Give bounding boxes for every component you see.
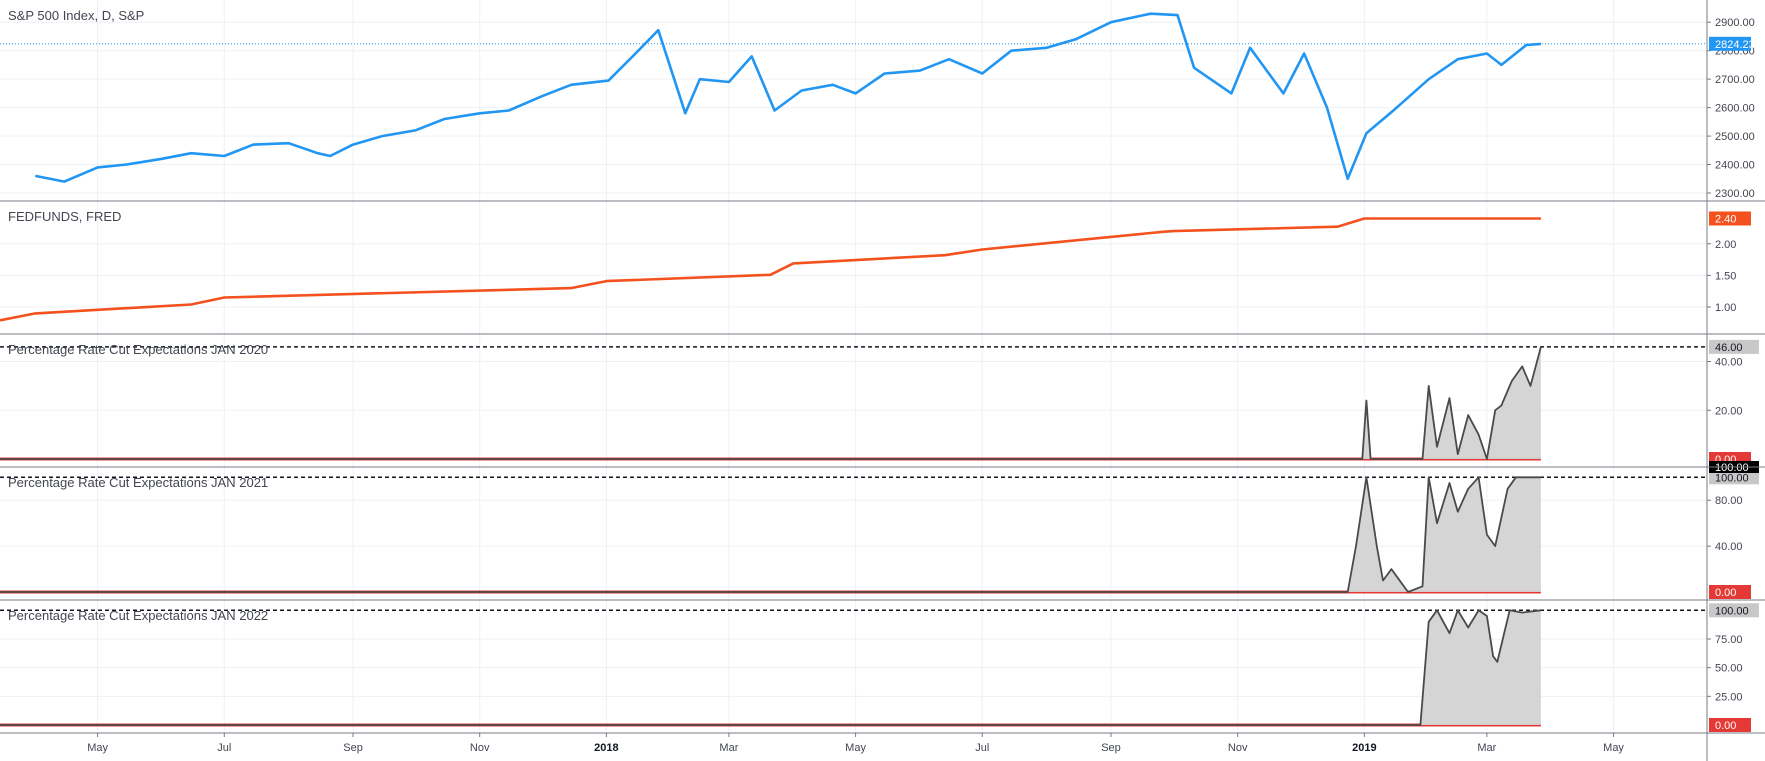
time-tick-label: May (87, 742, 108, 754)
last-value-label: 2.40 (1715, 213, 1736, 225)
top-value-label: 100.00 (1715, 462, 1749, 474)
time-tick-label: Nov (470, 742, 490, 754)
zero-value-label: 0.00 (1715, 720, 1736, 732)
y-tick-label: 2300.00 (1715, 188, 1755, 200)
dashed-level-label: 100.00 (1715, 605, 1749, 617)
pane-title: Percentage Rate Cut Expectations JAN 202… (8, 342, 268, 357)
pane-4: 40.00 80.00 100.00 0.00 100.00 Percentage Rat… (0, 461, 1765, 599)
time-tick-label: 2018 (594, 742, 618, 754)
series-line (35, 12, 1541, 183)
y-tick-label: 1.50 (1715, 270, 1736, 282)
dashed-level-tag (1709, 470, 1759, 485)
series-line (0, 217, 1541, 322)
dashed-level-tag (1709, 339, 1759, 354)
y-tick-label: 2.00 (1715, 239, 1736, 251)
pane-title: S&P 500 Index, D, S&P (8, 8, 144, 23)
time-tick-label: Jul (217, 742, 231, 754)
y-tick-label: 40.00 (1715, 357, 1743, 369)
zero-value-label: 0.00 (1715, 587, 1736, 599)
y-tick-label: 20.00 (1715, 405, 1743, 417)
pane-5: 25.00 50.00 75.00 100.00 0.00 Percentage Rate… (0, 599, 1765, 732)
pane-1: 2300.002400.002500.002600.002700.002800.… (0, 8, 1755, 200)
time-tick-label: Jul (975, 742, 989, 754)
pane-title: FEDFUNDS, FRED (8, 209, 121, 224)
last-value-label: 2824.23 (1715, 39, 1755, 51)
time-tick-label: May (845, 742, 866, 754)
y-tick-label: 40.00 (1715, 541, 1743, 553)
series-line (0, 609, 1542, 726)
zero-value-tag (1709, 585, 1751, 599)
time-tick-label: Sep (1101, 742, 1121, 754)
dashed-level-label: 46.00 (1715, 342, 1743, 354)
y-tick-label: 2400.00 (1715, 160, 1755, 172)
y-tick-label: 25.00 (1715, 691, 1743, 703)
pane-title: Percentage Rate Cut Expectations JAN 202… (8, 475, 268, 490)
series-line (0, 476, 1541, 593)
dashed-level-tag (1709, 603, 1759, 618)
y-tick-label: 1.00 (1715, 302, 1736, 314)
y-tick-label: 2500.00 (1715, 131, 1755, 143)
y-tick-label: 2700.00 (1715, 74, 1755, 86)
time-tick-label: Mar (1477, 742, 1496, 754)
last-value-tag (1709, 211, 1751, 226)
time-tick-label: Mar (719, 742, 738, 754)
pane-title: Percentage Rate Cut Expectations JAN 202… (8, 608, 268, 623)
y-tick-label: 75.00 (1715, 634, 1743, 646)
y-tick-label: 80.00 (1715, 495, 1743, 507)
series-line (0, 346, 1542, 460)
dashed-level-label: 100.00 (1715, 472, 1749, 484)
zero-value-tag (1709, 718, 1751, 732)
time-tick-label: 2019 (1352, 742, 1376, 754)
y-tick-label: 50.00 (1715, 663, 1743, 675)
series-area-fill (0, 477, 1541, 592)
time-tick-label: May (1603, 742, 1624, 754)
last-value-tag (1709, 36, 1751, 51)
y-tick-label: 2600.00 (1715, 103, 1755, 115)
pane-2: 1.00 1.50 2.00 2.40 FEDFUNDS, FRED (0, 200, 1765, 322)
time-tick-label: Nov (1228, 742, 1248, 754)
time-tick-label: Sep (343, 742, 363, 754)
y-tick-label: 2900.00 (1715, 17, 1755, 29)
